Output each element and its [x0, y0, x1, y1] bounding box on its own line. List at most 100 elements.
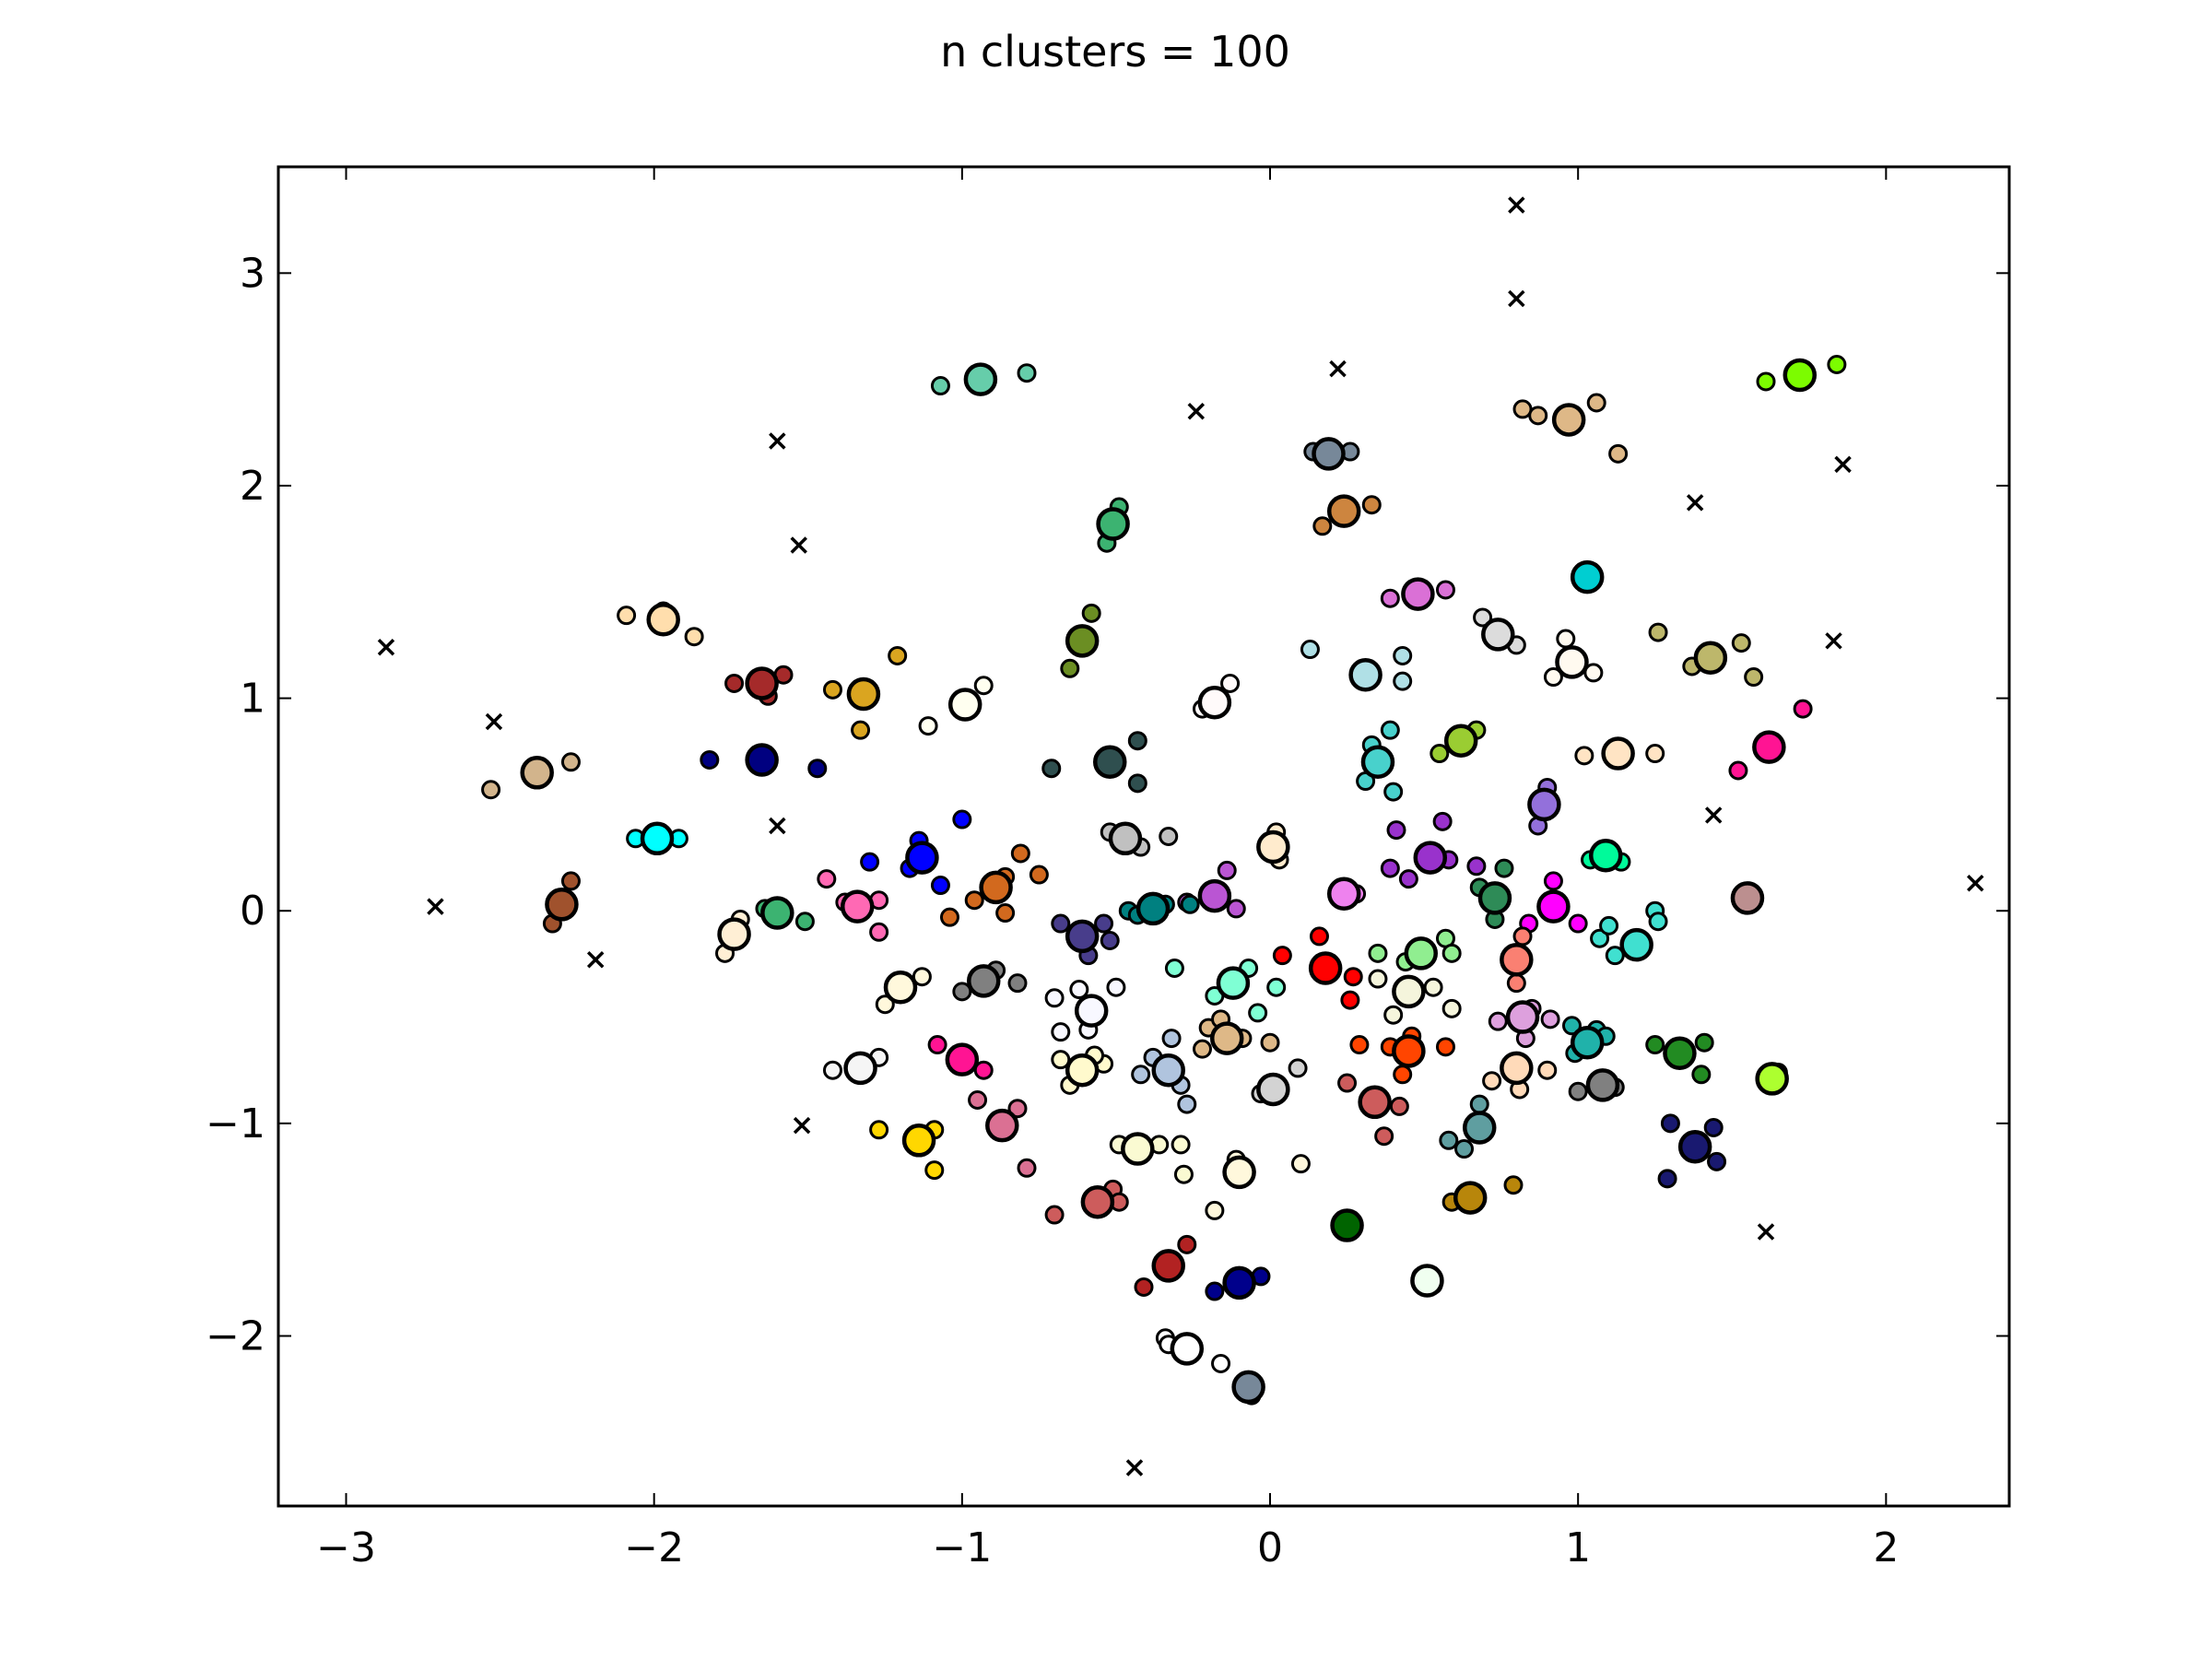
cluster-58-member-point-0: [927, 1035, 947, 1055]
noise-point-7: [793, 1116, 811, 1135]
cluster-74-center-point: [1453, 1181, 1488, 1215]
cluster-75-center-point: [1330, 1208, 1364, 1242]
cluster-32-member-point-0: [1010, 843, 1030, 864]
cluster-31-member-point-1: [1432, 811, 1453, 831]
cluster-67-center-point: [985, 1108, 1019, 1143]
cluster-65-center-point: [1585, 1068, 1620, 1102]
cluster-30-member-point-4: [930, 876, 950, 896]
cluster-30-member-point-3: [952, 809, 972, 830]
cluster-60-center-point: [1065, 1053, 1100, 1088]
cluster-37-member-point-0: [560, 871, 581, 891]
noise-point-11: [1508, 289, 1525, 308]
cluster-13-member-point-0: [1300, 640, 1320, 660]
cluster-9-member-point-0: [1060, 658, 1080, 678]
cluster-45-member-point-3: [1441, 943, 1462, 963]
cluster-56-member-point-0: [1349, 1035, 1370, 1055]
cluster-49-member-point-1: [912, 967, 932, 987]
cluster-68-center-point: [1462, 1111, 1497, 1145]
cluster-6-center-point: [1570, 559, 1605, 594]
cluster-11-member-point-3: [1744, 667, 1764, 688]
y-tick-label-5: 3: [240, 250, 265, 297]
cluster-22-member-point-2: [1127, 773, 1147, 794]
cluster-24-member-point-1: [560, 752, 581, 772]
noise-point-3: [586, 951, 605, 969]
y-axis-ticks: −2 −1 0 1 2 3: [206, 250, 2009, 1359]
x-tick-label-4: 1: [1565, 1524, 1591, 1571]
cluster-19-member-point-0: [1574, 746, 1594, 766]
cluster-78-center-point: [1410, 1264, 1444, 1298]
cluster-12-member-point-0: [1556, 629, 1576, 649]
plot-background: [278, 167, 2009, 1506]
cluster-13-member-point-1: [1393, 645, 1413, 665]
cluster-34-center-point: [1326, 877, 1361, 912]
cluster-36-center-point: [1730, 881, 1765, 915]
cluster-47-center-point: [1500, 943, 1534, 977]
noise-point-17: [1757, 1223, 1775, 1241]
cluster-49-center-point: [883, 971, 918, 1005]
cluster-59-center-point: [843, 1051, 877, 1086]
cluster-18-member-point-0: [1430, 744, 1450, 764]
cluster-68-member-point-2: [1454, 1139, 1475, 1159]
cluster-1-member-point-0: [1756, 371, 1776, 392]
cluster-72-member-point-1: [1205, 1200, 1225, 1220]
cluster-7-member-point-1: [1435, 580, 1455, 600]
noise-point-15: [1704, 806, 1723, 824]
cluster-27-center-point: [1108, 821, 1143, 856]
x-axis-ticks: −3 −2 −1 0 1 2: [316, 167, 1899, 1571]
cluster-46-member-point-3: [1340, 990, 1360, 1010]
cluster-76-center-point: [1151, 1249, 1185, 1283]
plot-area: −3 −2 −1 0 1 2 −2 −1 0 1 2 3: [206, 165, 2011, 1571]
cluster-8-member-point-2: [684, 627, 704, 647]
cluster-68-member-point-0: [1469, 1094, 1489, 1114]
cluster-58-member-point-1: [973, 1060, 994, 1080]
cluster-45-center-point: [1404, 936, 1438, 971]
cluster-31-member-point-3: [1398, 869, 1418, 889]
cluster-65-member-point-0: [1568, 1081, 1588, 1101]
cluster-57-member-point-1: [1694, 1032, 1714, 1053]
cluster-51-member-point-2: [1423, 977, 1443, 997]
cluster-31-member-point-2: [1380, 858, 1400, 878]
cluster-7-member-point-0: [1380, 588, 1400, 608]
cluster-71-member-point-3: [1657, 1169, 1677, 1189]
noise-point-8: [1187, 402, 1206, 420]
cluster-0-center-point: [963, 362, 998, 396]
cluster-79-member-point-2: [1211, 1353, 1231, 1373]
cluster-41-member-point-0: [1543, 871, 1563, 891]
cluster-57-center-point: [1663, 1036, 1697, 1070]
cluster-51-center-point: [1392, 974, 1426, 1009]
cluster-16-member-point-1: [973, 676, 994, 696]
cluster-76-member-point-0: [1134, 1277, 1154, 1297]
cluster-66-member-point-2: [1389, 1096, 1409, 1116]
cluster-26-center-point: [640, 821, 675, 856]
cluster-77-center-point: [1222, 1265, 1256, 1300]
cluster-54-member-point-4: [1260, 1032, 1280, 1053]
cluster-69-center-point: [901, 1124, 936, 1158]
cluster-24-member-point-0: [481, 780, 501, 800]
cluster-15-member-point-0: [822, 679, 842, 700]
cluster-47-member-point-1: [1512, 926, 1533, 947]
cluster-50-member-point-4: [1248, 1003, 1268, 1023]
cluster-57-member-point-2: [1691, 1065, 1712, 1085]
cluster-5-center-point: [1096, 507, 1130, 541]
cluster-21-member-point-1: [807, 759, 828, 779]
cluster-44-member-point-2: [1605, 946, 1625, 966]
cluster-9-center-point: [1065, 624, 1100, 658]
cluster-56-member-point-3: [1435, 1037, 1455, 1057]
noise-point-9: [1329, 359, 1347, 378]
cluster-11-center-point: [1693, 641, 1728, 676]
cluster-33-member-point-0: [1217, 860, 1237, 880]
noise-point-4: [769, 432, 786, 450]
cluster-77-member-point-0: [1205, 1281, 1225, 1301]
cluster-24-center-point: [520, 756, 554, 790]
cluster-67-member-point-0: [968, 1089, 988, 1110]
cluster-46-member-point-0: [1272, 946, 1292, 966]
cluster-15-center-point: [846, 677, 881, 712]
cluster-66-member-point-0: [1337, 1073, 1358, 1093]
cluster-12-member-point-1: [1543, 667, 1563, 688]
cluster-3-center-point: [1312, 437, 1346, 471]
cluster-0-member-point-1: [1017, 363, 1037, 383]
cluster-50-member-point-1: [1164, 958, 1184, 978]
cluster-69-member-point-0: [869, 1120, 889, 1140]
cluster-17-center-point: [1197, 685, 1232, 720]
cluster-63-center-point: [1755, 1062, 1789, 1096]
